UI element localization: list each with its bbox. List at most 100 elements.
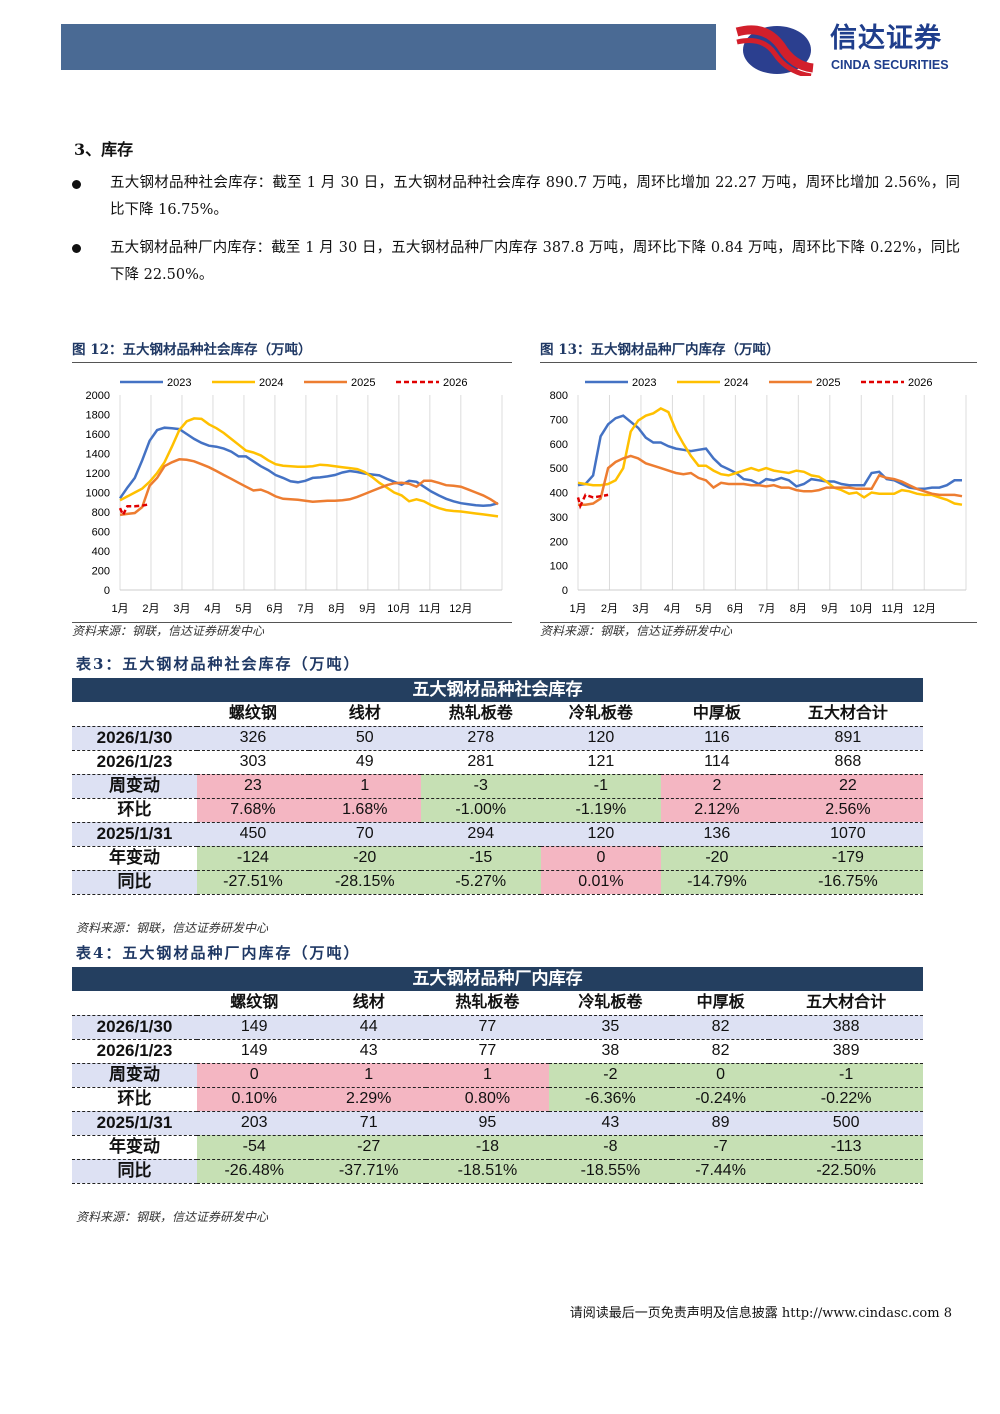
table-cell: 388 — [769, 1015, 923, 1040]
table-cell: 43 — [311, 1039, 426, 1064]
y-tick-label: 1000 — [86, 488, 110, 500]
row-label: 2025/1/31 — [72, 822, 197, 847]
x-tick-label: 8月 — [328, 603, 345, 615]
y-tick-label: 200 — [92, 566, 110, 578]
table-cell: -3 — [420, 774, 541, 799]
table-cell: 1 — [425, 1063, 549, 1088]
x-tick-label: 6月 — [266, 603, 283, 615]
table-cell: -27 — [311, 1135, 426, 1160]
corner-cell — [72, 702, 197, 727]
table-cell: -27.51% — [197, 870, 309, 895]
y-tick-label: 300 — [550, 512, 568, 524]
legend-label-2025: 2025 — [816, 377, 840, 389]
column-header: 线材 — [311, 991, 426, 1016]
column-header: 五大材合计 — [769, 991, 923, 1016]
x-tick-label: 12月 — [913, 603, 936, 615]
row-label: 同比 — [72, 1159, 197, 1184]
table-cell: -15 — [420, 846, 541, 871]
header-banner — [61, 24, 716, 70]
section-title: 3、库存 — [74, 140, 134, 159]
table-cell: 23 — [197, 774, 309, 799]
table-cell: 149 — [197, 1015, 312, 1040]
bullet-icon — [72, 180, 81, 189]
table-cell: -18 — [425, 1135, 549, 1160]
table-cell: -22.50% — [769, 1159, 923, 1184]
table-cell: 116 — [660, 726, 773, 751]
column-header: 冷轧板卷 — [540, 702, 661, 727]
table-3-source: 资料来源：钢联，信达证券研发中心 — [76, 921, 269, 935]
y-tick-label: 400 — [92, 546, 110, 558]
y-tick-label: 1800 — [86, 410, 110, 422]
table-cell: 450 — [197, 822, 309, 847]
table-cell: -7 — [671, 1135, 770, 1160]
table-cell: 121 — [540, 750, 661, 775]
y-tick-label: 700 — [550, 414, 568, 426]
x-tick-label: 12月 — [449, 603, 472, 615]
x-tick-label: 11月 — [882, 603, 904, 615]
table-row: 2025/1/31 450 70 294 120 136 1070 — [72, 822, 923, 847]
y-tick-label: 600 — [550, 439, 568, 451]
y-tick-label: 800 — [550, 390, 568, 402]
disclaimer-link[interactable]: 请阅读最后一页免责声明及信息披露 http://www.cindasc.com — [569, 1306, 940, 1321]
table-header: 五大钢材品种厂内库存 — [72, 967, 923, 991]
x-tick-label: 2月 — [601, 603, 618, 615]
paragraph-social-inventory: 五大钢材品种社会库存：截至 1 月 30 日，五大钢材品种社会库存 890.7 … — [110, 175, 960, 218]
table-cell: 203 — [197, 1111, 312, 1136]
y-tick-label: 1400 — [86, 449, 110, 461]
column-header: 中厚板 — [660, 702, 773, 727]
x-tick-label: 1月 — [569, 603, 586, 615]
logo-text-en: CINDA SECURITIES — [831, 58, 949, 72]
column-header: 五大材合计 — [772, 702, 923, 727]
table-cell: -37.71% — [311, 1159, 426, 1184]
table-cell: -20 — [308, 846, 421, 871]
legend-label-2026: 2026 — [908, 377, 932, 389]
table-cell: 149 — [197, 1039, 312, 1064]
table-cell: 0 — [540, 846, 661, 871]
table-4-title: 表4：五大钢材品种厂内库存（万吨） — [76, 944, 361, 962]
x-tick-label: 6月 — [727, 603, 744, 615]
x-tick-label: 5月 — [235, 603, 252, 615]
table-cell: -54 — [197, 1135, 312, 1160]
table-row: 2026/1/30 149 44 77 35 82 388 — [72, 1015, 923, 1040]
column-header: 中厚板 — [671, 991, 770, 1016]
table-cell: -124 — [197, 846, 309, 871]
table-cell: 77 — [425, 1015, 549, 1040]
y-tick-label: 2000 — [86, 390, 110, 402]
chart-13-source: 资料来源：钢联，信达证券研发中心 — [540, 622, 977, 639]
table-cell: -26.48% — [197, 1159, 312, 1184]
table-cell: -1.19% — [540, 798, 661, 823]
table-cell: -14.79% — [660, 870, 773, 895]
table-cell: 120 — [540, 726, 661, 751]
table-cell: 89 — [671, 1111, 770, 1136]
table-cell: -1 — [769, 1063, 923, 1088]
table-row: 2025/1/31 203 71 95 43 89 500 — [72, 1111, 923, 1136]
table-cell: 281 — [420, 750, 541, 775]
table-cell: -20 — [660, 846, 773, 871]
table-cell: 82 — [671, 1015, 770, 1040]
chart-12-social-inventory: 1月 2月 3月 4月 5月 6月 7月 8月 9月 10月 11月 12月 0 200 400 600 800… — [86, 377, 503, 615]
table-row: 2026/1/30 326 50 278 120 116 891 — [72, 726, 923, 751]
table-cell: 114 — [660, 750, 773, 775]
cinda-logo: 信达证券 CINDA SECURITIES — [735, 22, 975, 78]
table-cell: 70 — [308, 822, 421, 847]
y-tick-label: 100 — [550, 561, 568, 573]
table-cell: -1 — [540, 774, 661, 799]
table-3-title: 表3：五大钢材品种社会库存（万吨） — [76, 655, 361, 673]
table-cell: 2 — [660, 774, 773, 799]
table-cell: 77 — [425, 1039, 549, 1064]
table-cell: -7.44% — [671, 1159, 770, 1184]
bullet-icon — [72, 244, 81, 253]
legend-label-2024: 2024 — [259, 377, 283, 389]
x-tick-label: 5月 — [695, 603, 712, 615]
x-tick-label: 4月 — [204, 603, 221, 615]
row-label: 2026/1/23 — [72, 750, 197, 775]
page-footer: 请阅读最后一页免责声明及信息披露 http://www.cindasc.com … — [570, 1302, 952, 1321]
table-row: 2026/1/23 303 49 281 121 114 868 — [72, 750, 923, 775]
corner-cell — [72, 991, 197, 1016]
table-row: 周变动 23 1 -3 -1 2 22 — [72, 774, 923, 799]
series-line-2024 — [119, 417, 499, 518]
table-cell: 71 — [311, 1111, 426, 1136]
table-cell: 1.68% — [308, 798, 421, 823]
table-cell: -8 — [548, 1135, 672, 1160]
x-tick-label: 9月 — [821, 603, 838, 615]
